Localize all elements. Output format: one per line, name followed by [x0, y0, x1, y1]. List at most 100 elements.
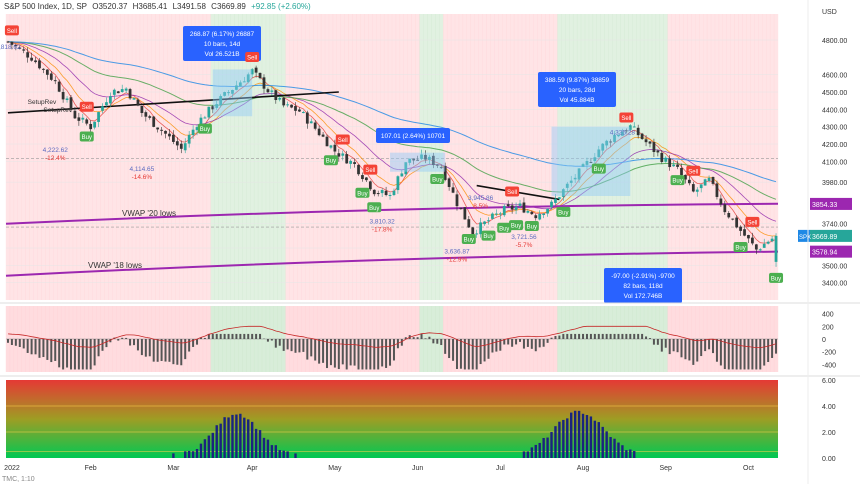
osc2-bar — [215, 425, 218, 458]
osc2-bar — [522, 451, 526, 458]
trend-zone — [647, 14, 653, 300]
trend-zone — [277, 14, 282, 300]
trend-zone — [313, 14, 318, 300]
signal-label: Buy — [735, 246, 745, 252]
trend-zone — [572, 14, 578, 300]
candle-body — [546, 208, 549, 214]
osc2-bar — [270, 445, 274, 458]
osc-bar — [337, 339, 340, 370]
trend-zone — [773, 14, 779, 300]
vwap-label-2018: VWAP '18 lows — [88, 261, 142, 270]
candle-body — [57, 81, 61, 92]
osc-bar — [392, 339, 395, 361]
candle-body — [447, 178, 451, 187]
trend-zone — [470, 14, 475, 300]
osc-bar — [767, 339, 770, 362]
osc-bar — [601, 333, 604, 339]
osc-bar — [515, 339, 518, 345]
trend-zone — [537, 14, 542, 300]
osc-bar — [436, 339, 439, 344]
trend-zone — [72, 14, 78, 300]
measure-text: 20 bars, 28d — [559, 87, 596, 94]
candle-body — [235, 85, 238, 90]
trend-zone — [250, 14, 255, 300]
candle-body — [565, 183, 569, 188]
osc2-bar — [195, 448, 199, 458]
candle-body — [254, 67, 258, 73]
osc-bar — [751, 339, 754, 370]
trend-zone — [762, 14, 767, 300]
trend-zone — [513, 14, 519, 300]
osc-bar — [385, 339, 388, 368]
osc-bar — [160, 339, 163, 361]
trend-zone — [253, 14, 259, 300]
osc-bar — [530, 339, 533, 349]
candle-body — [412, 158, 416, 161]
candle-body — [368, 181, 372, 190]
candle-body — [739, 226, 742, 231]
osc-bar — [286, 339, 289, 350]
pivot-price-label: 4,222.62 — [43, 147, 69, 154]
candle-body — [573, 177, 577, 180]
osc-bar — [353, 339, 356, 366]
candle-body — [77, 117, 81, 121]
trend-zone — [502, 14, 507, 300]
osc-bar — [605, 333, 608, 339]
candle-body — [640, 133, 644, 139]
osc-tick-label: -400 — [822, 362, 836, 369]
osc-bar — [432, 339, 435, 344]
measure-range — [390, 152, 446, 172]
osc-bar — [164, 339, 167, 362]
trend-zone — [5, 14, 11, 300]
signal-label: Sell — [621, 116, 631, 122]
candle-body — [747, 235, 750, 239]
trend-zone — [738, 14, 743, 300]
trend-zone — [13, 14, 19, 300]
candle-body — [609, 141, 612, 143]
candle-body — [695, 189, 699, 192]
candle-body — [699, 184, 703, 189]
buy-signal — [481, 230, 496, 241]
trend-line — [7, 91, 339, 114]
candle-body — [581, 164, 585, 167]
osc2-bar — [577, 410, 581, 458]
osc-bar — [648, 338, 651, 339]
osc-bar — [203, 337, 206, 339]
osc2-gradient-panel — [6, 380, 778, 458]
buy-signal — [367, 202, 382, 213]
trend-zone — [466, 14, 471, 300]
osc-bar — [30, 339, 33, 355]
trend-zone — [565, 14, 570, 300]
osc-bar — [369, 339, 372, 370]
osc-bar — [18, 339, 21, 347]
candle-body — [624, 130, 628, 132]
osc-bar — [14, 339, 17, 346]
candle-body — [49, 73, 53, 80]
ohlc-open: O3520.37 — [92, 2, 128, 11]
osc-bar — [511, 339, 514, 347]
osc2-bar — [542, 437, 545, 458]
candle-body — [105, 102, 108, 106]
measure-text: 268.87 (6.17%) 26887 — [190, 31, 255, 38]
osc-bar — [54, 339, 57, 361]
trend-zone — [57, 14, 62, 300]
osc-bar — [491, 339, 494, 353]
osc-bar — [341, 339, 344, 365]
pivot-price-label: 3,945.86 — [468, 195, 494, 202]
osc2-bar — [621, 445, 624, 458]
trend-zone — [364, 14, 369, 300]
candle-body — [372, 189, 376, 195]
candle-body — [664, 157, 668, 162]
trend-zone — [222, 14, 227, 300]
trend-zone — [383, 14, 389, 300]
signal-label: Sell — [365, 168, 375, 174]
vwap-line — [5, 250, 779, 277]
osc-bar — [117, 339, 120, 341]
candle-body — [589, 162, 593, 164]
trend-zone — [297, 14, 302, 300]
trend-zone — [691, 14, 696, 300]
osc2-bar — [526, 451, 530, 458]
candle-body — [97, 112, 100, 122]
osc2-bar — [231, 414, 234, 458]
